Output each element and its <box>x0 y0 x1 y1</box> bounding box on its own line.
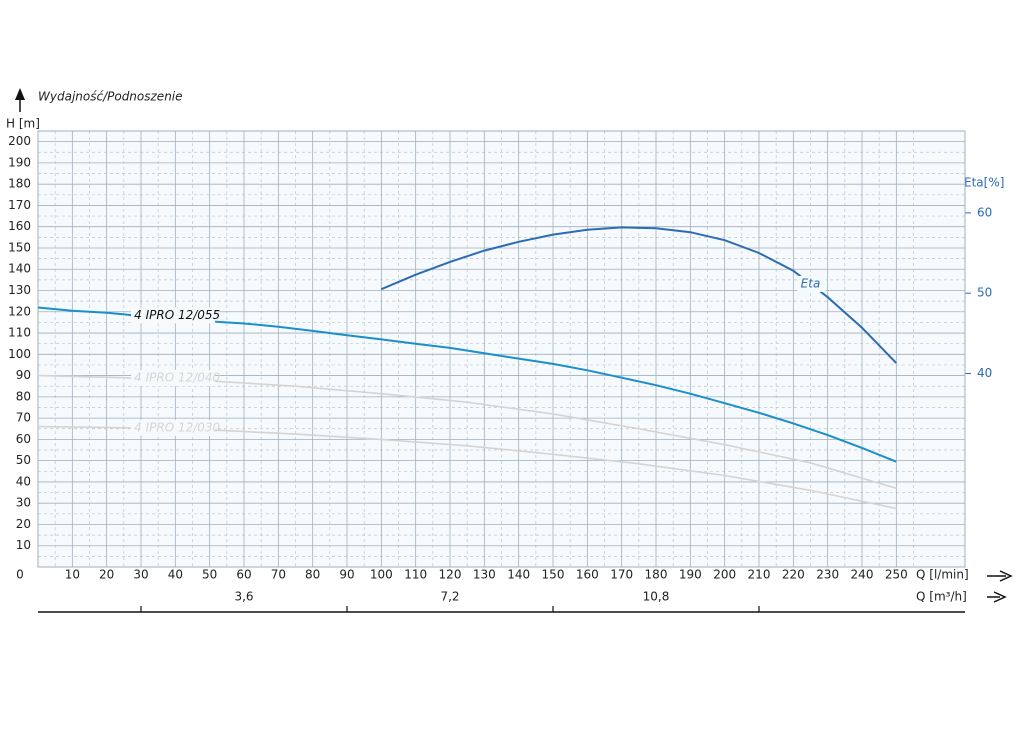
x-tick-label: 160 <box>576 568 599 582</box>
y-tick-label: 10 <box>16 538 31 552</box>
x-tick-label: 50 <box>202 568 217 582</box>
plot-frame <box>37 130 966 568</box>
x-tick-label: 140 <box>507 568 530 582</box>
y-tick-label: 120 <box>8 304 31 318</box>
label-bg <box>131 419 216 436</box>
y-tick-label: 140 <box>8 262 31 276</box>
y-tick-label: 20 <box>16 517 31 531</box>
label-bg <box>797 275 826 292</box>
y-tick-label: 30 <box>16 496 31 510</box>
y2-axis-label: Eta[%] <box>964 176 1004 190</box>
x-tick-label: 110 <box>404 568 427 582</box>
series-label: 4 IPRO 12/030 <box>134 420 220 434</box>
y-tick-label: 60 <box>16 432 31 446</box>
x-tick-label: 60 <box>236 568 251 582</box>
x-arrow <box>987 570 1013 582</box>
y-tick-label: 180 <box>8 177 31 191</box>
y-tick-label: 170 <box>8 198 31 212</box>
x-tick-label: 220 <box>782 568 805 582</box>
y-tick-label: 130 <box>8 283 31 297</box>
x2-arrow <box>987 591 1007 603</box>
x2-tick-label: 3,6 <box>234 590 253 604</box>
x-tick-label: 70 <box>271 568 286 582</box>
y2-tick-label: 50 <box>977 286 992 300</box>
x-tick-label: 90 <box>339 568 354 582</box>
x-tick-label: 150 <box>542 568 565 582</box>
x-tick-label: 80 <box>305 568 320 582</box>
series-label: Eta <box>801 276 821 290</box>
x-tick-label: 190 <box>679 568 702 582</box>
x-tick-label: 200 <box>713 568 736 582</box>
x-tick-label: 180 <box>645 568 668 582</box>
x-tick-label: 100 <box>370 568 393 582</box>
y2-tick-label: 60 <box>977 205 992 219</box>
x2-tick-label: 10,8 <box>643 590 670 604</box>
y-tick-label: 200 <box>8 134 31 148</box>
x2-tick-label: 7,2 <box>440 590 459 604</box>
y-tick-label: 50 <box>16 453 31 467</box>
y-tick-label: 100 <box>8 347 31 361</box>
x-tick-label: 120 <box>439 568 462 582</box>
x-tick-label: 250 <box>885 568 908 582</box>
x-tick-label: 10 <box>65 568 80 582</box>
x-tick-label: 20 <box>99 568 114 582</box>
x-tick-label: 170 <box>610 568 633 582</box>
chart-title: Wydajność/Podnoszenie <box>38 90 183 104</box>
label-bg <box>131 307 216 324</box>
y-arrow <box>15 88 25 112</box>
y-axis-label: H [m] <box>6 117 40 131</box>
x-tick-label: 240 <box>851 568 874 582</box>
y-tick-label: 80 <box>16 389 31 403</box>
series-label: 4 IPRO 12/055 <box>134 308 220 322</box>
x-tick-label: 40 <box>168 568 183 582</box>
x2-axis-label: Q [m³/h] <box>916 590 967 604</box>
series-label: 4 IPRO 12/040 <box>134 371 220 385</box>
x-tick-label: 30 <box>133 568 148 582</box>
x-axis-label: Q [l/min] <box>916 568 969 582</box>
label-bg <box>131 370 216 387</box>
y-tick-label: 150 <box>8 240 31 254</box>
x-tick-label: 130 <box>473 568 496 582</box>
x-tick-label: 230 <box>816 568 839 582</box>
x-tick-label: 210 <box>748 568 771 582</box>
x-tick-label: 0 <box>16 568 24 582</box>
y2-tick-label: 40 <box>977 366 992 380</box>
y-tick-label: 160 <box>8 219 31 233</box>
y-tick-label: 70 <box>16 411 31 425</box>
y-tick-label: 190 <box>8 155 31 169</box>
y-tick-label: 40 <box>16 474 31 488</box>
y-tick-label: 110 <box>8 326 31 340</box>
y-tick-label: 90 <box>16 368 31 382</box>
